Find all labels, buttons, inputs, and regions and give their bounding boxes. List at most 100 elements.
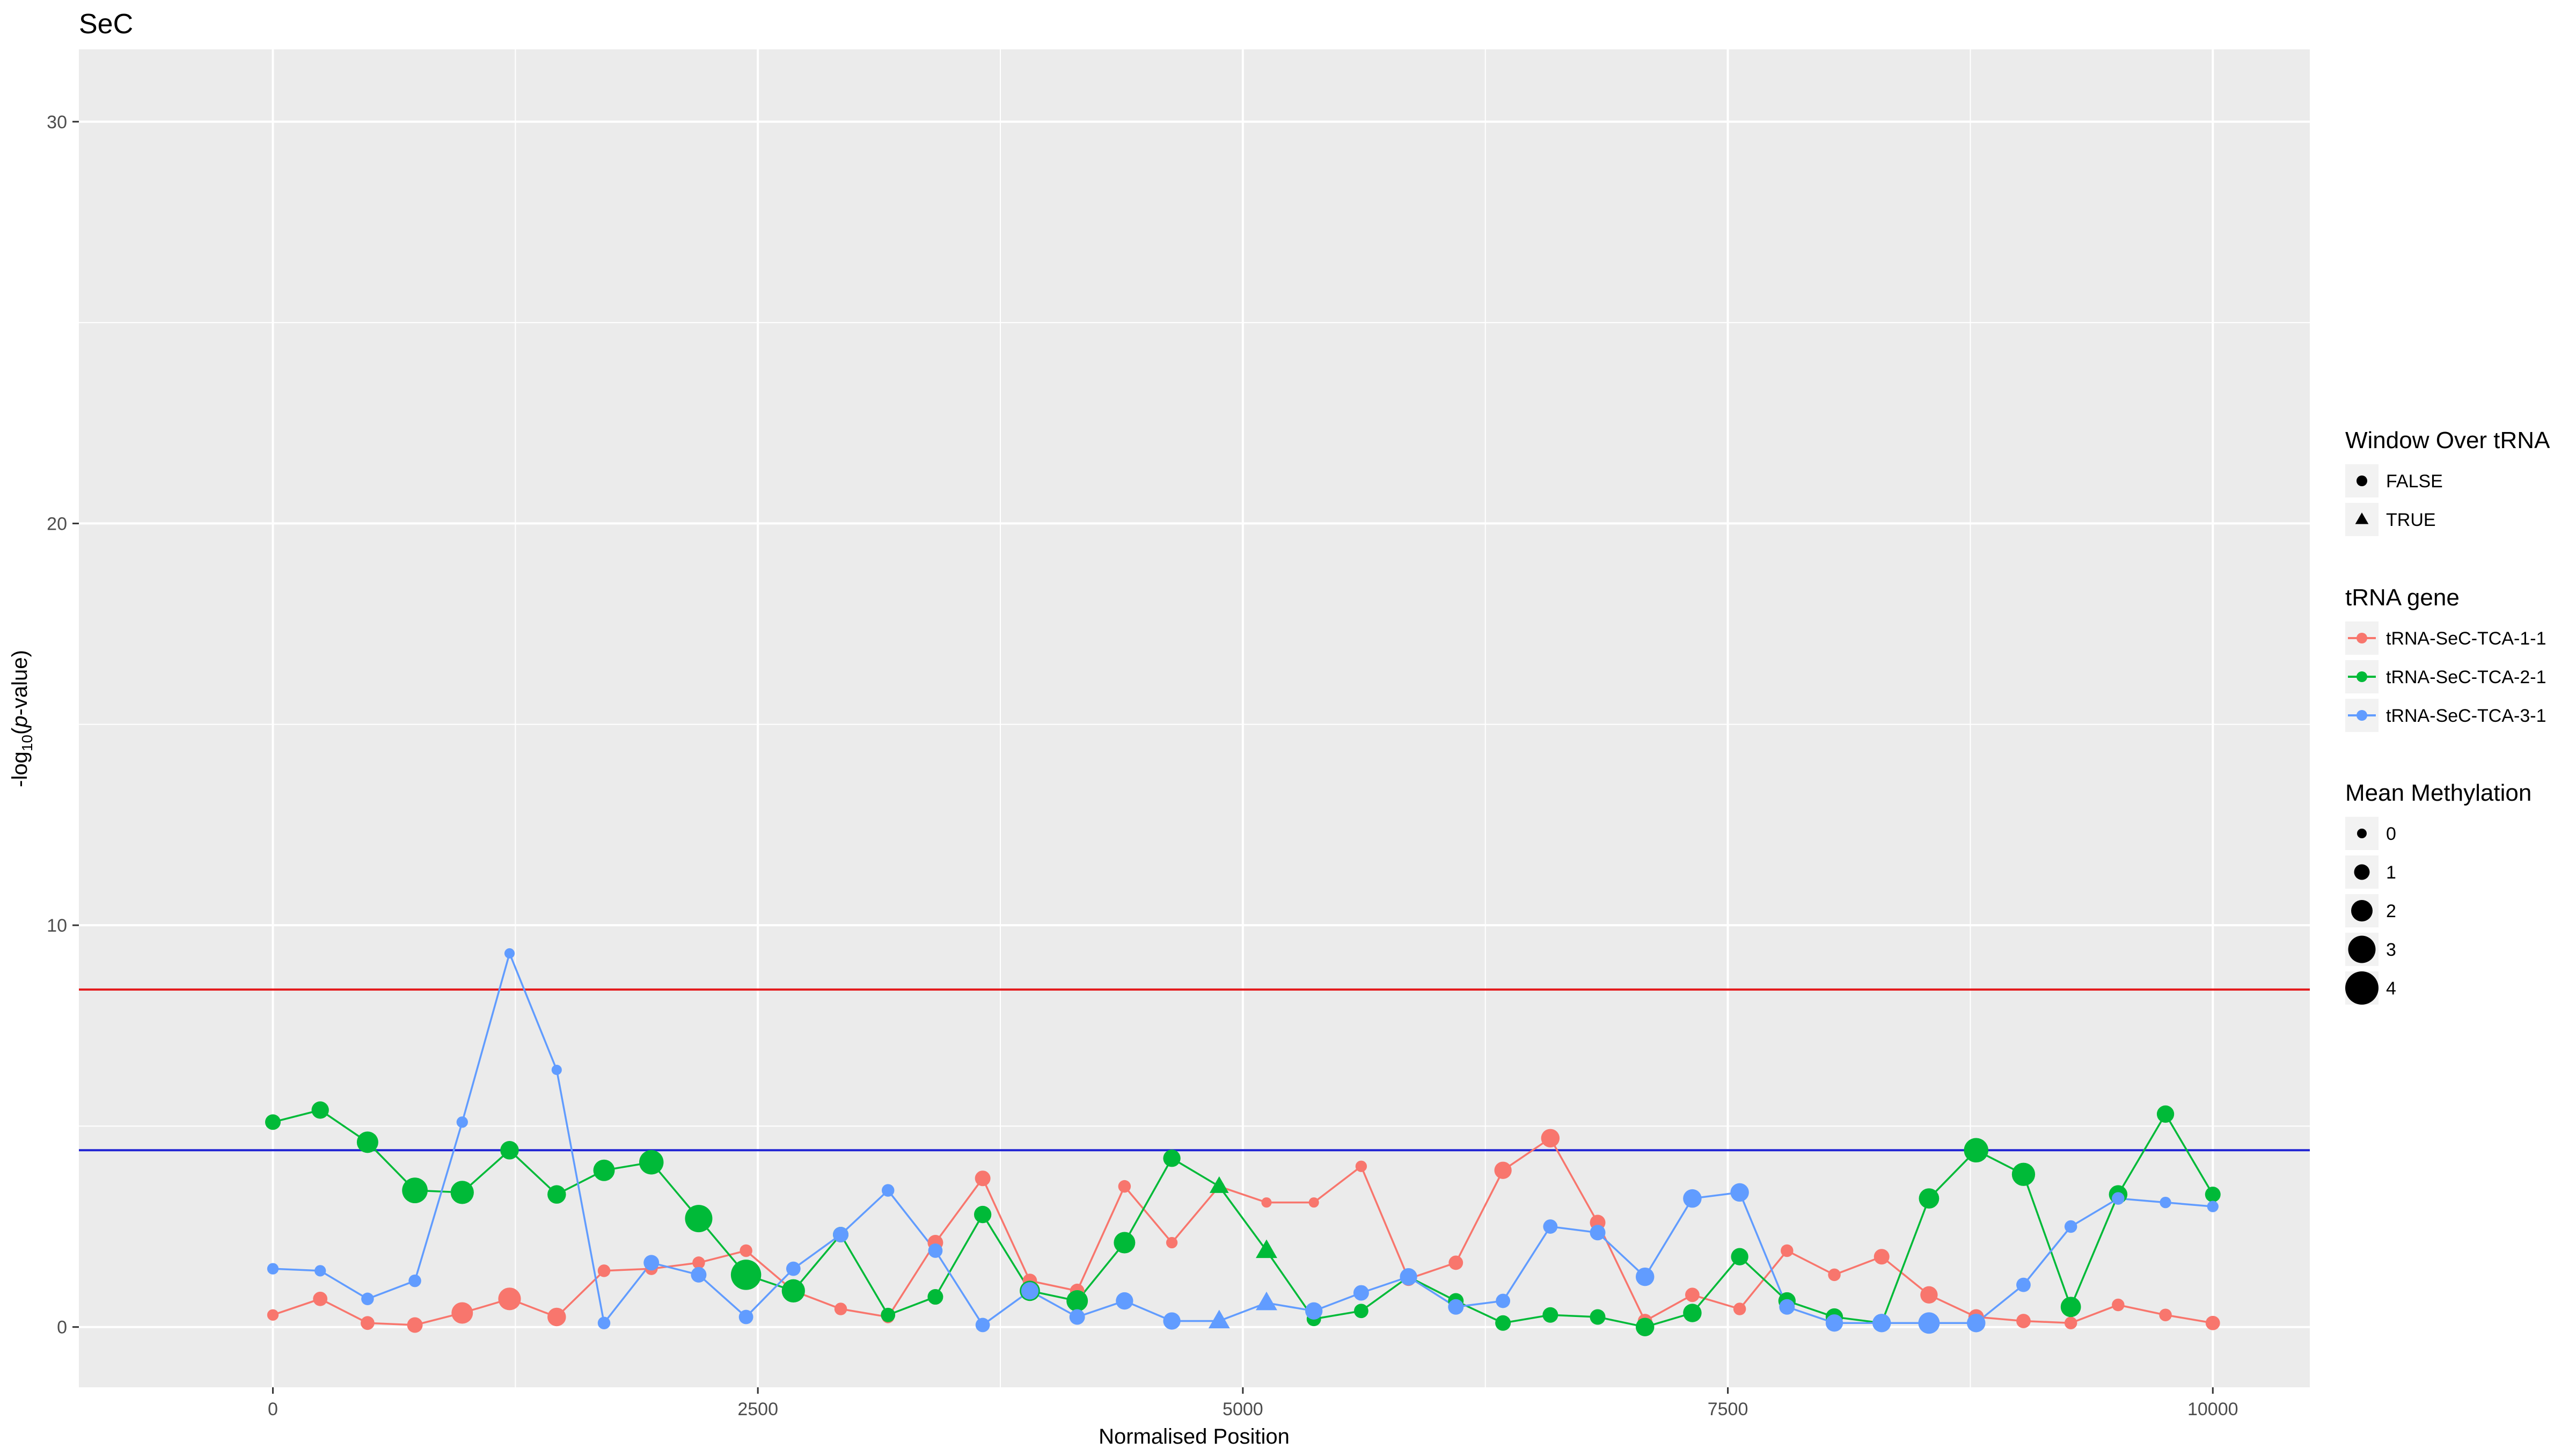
reference-lines xyxy=(79,988,2310,1152)
series-3-point xyxy=(1116,1292,1133,1310)
axis-ticks: 0 2500 5000 7500 10000 0 10 20 30 xyxy=(47,112,2238,1419)
legend-label: tRNA-SeC-TCA-2-1 xyxy=(2386,667,2546,687)
y-tick-label: 10 xyxy=(47,916,67,936)
x-tick-label: 0 xyxy=(268,1399,278,1419)
series-3-point xyxy=(1779,1299,1795,1315)
legend-size-key xyxy=(2351,900,2373,921)
y-axis-title-open-paren: ( xyxy=(8,727,32,735)
series-3-point xyxy=(691,1267,707,1283)
series-3-point xyxy=(1543,1219,1558,1234)
series-1-point xyxy=(313,1291,328,1306)
series-2-point xyxy=(1256,1239,1277,1258)
series-1-point xyxy=(1541,1129,1560,1148)
series-3-point xyxy=(2064,1220,2077,1233)
series-2-point xyxy=(1683,1304,1702,1322)
y-axis-title-rest: -value) xyxy=(8,650,32,715)
y-tick-label: 20 xyxy=(47,514,67,534)
series-3-point xyxy=(1353,1285,1369,1301)
series-3-point xyxy=(833,1227,849,1243)
series-3-point xyxy=(1730,1183,1749,1202)
legend-title-color: tRNA gene xyxy=(2345,584,2460,611)
series-2-point xyxy=(402,1177,428,1204)
series-2-point xyxy=(2205,1187,2221,1203)
series-1-point xyxy=(1920,1286,1938,1304)
series-3-point xyxy=(504,948,515,959)
y-axis-title: -log10(p-value) xyxy=(8,650,35,787)
legend-title-shape: Window Over tRNA xyxy=(2345,427,2550,453)
x-tick-label: 5000 xyxy=(1223,1399,1263,1419)
series-3-point xyxy=(1163,1312,1181,1330)
series-3-point xyxy=(928,1243,943,1258)
series-1-point xyxy=(2159,1308,2172,1321)
series-points xyxy=(265,948,2221,1336)
series-2-point xyxy=(927,1289,943,1305)
series-3-point xyxy=(597,1316,611,1329)
legend-size-key xyxy=(2357,829,2367,838)
series-2-point xyxy=(2011,1162,2036,1186)
series-2-point xyxy=(1964,1138,1989,1163)
series-2-point xyxy=(1163,1150,1181,1167)
series-3-point xyxy=(1635,1267,1655,1286)
x-tick-label: 7500 xyxy=(1708,1399,1748,1419)
legend-size-key xyxy=(2348,935,2376,963)
series-2-point xyxy=(1635,1318,1655,1336)
series-1-point xyxy=(692,1256,705,1269)
legend-label: 4 xyxy=(2386,978,2396,999)
series-3-point xyxy=(1918,1312,1940,1334)
series-2-point xyxy=(1066,1290,1088,1312)
series-3-point xyxy=(2160,1196,2171,1209)
legend-dot-key xyxy=(2357,710,2367,721)
series-3-point xyxy=(881,1184,895,1197)
series-3-point xyxy=(1305,1302,1323,1320)
series-1-point xyxy=(1355,1160,1367,1172)
y-axis-title-log: -log xyxy=(8,751,32,787)
series-2-point xyxy=(1114,1232,1136,1254)
series-2-point xyxy=(781,1279,805,1302)
series-2-point xyxy=(881,1307,896,1322)
series-1-point xyxy=(2205,1315,2220,1330)
series-3-point xyxy=(1683,1189,1702,1208)
series-2-point xyxy=(685,1205,713,1233)
series-1-point xyxy=(267,1309,279,1321)
series-1-point xyxy=(1874,1249,1890,1265)
series-3-point xyxy=(1208,1309,1230,1329)
series-3-point xyxy=(1590,1225,1606,1241)
legend-label: 2 xyxy=(2386,901,2396,921)
series-1-point xyxy=(1166,1236,1178,1249)
series-3-point xyxy=(314,1265,326,1277)
legend-size-key xyxy=(2354,864,2370,880)
series-3-point xyxy=(551,1065,562,1075)
series-3-point xyxy=(2207,1201,2219,1212)
series-2-point xyxy=(311,1101,329,1119)
series-2-point xyxy=(1209,1176,1229,1193)
grid xyxy=(79,49,2310,1387)
series-3-point xyxy=(643,1255,660,1271)
legend-label: 3 xyxy=(2386,940,2396,960)
plot-panel xyxy=(79,49,2310,1387)
series-1-point xyxy=(1448,1255,1463,1270)
series-1-point xyxy=(1733,1302,1746,1315)
legend-label: TRUE xyxy=(2386,510,2436,530)
plot-title: SeC xyxy=(79,9,133,40)
series-2-point xyxy=(356,1131,378,1153)
series-1-point xyxy=(498,1287,521,1311)
series-3-point xyxy=(1872,1313,1891,1333)
series-1-point xyxy=(1118,1180,1131,1193)
series-1-point xyxy=(1828,1268,1841,1282)
legend-label: FALSE xyxy=(2386,471,2443,492)
series-1-point xyxy=(597,1264,611,1277)
y-axis-title-p: p xyxy=(8,715,32,728)
series-2-point xyxy=(1590,1309,1606,1325)
series-2-point xyxy=(2060,1297,2081,1318)
series-3-point xyxy=(1069,1309,1085,1325)
series-2-point xyxy=(2156,1105,2175,1123)
series-2-point xyxy=(974,1205,992,1224)
legend-size-key xyxy=(2345,971,2379,1005)
series-1-point xyxy=(975,1170,991,1187)
legend: Window Over tRNA FALSE TRUE tRNA gene tRNA-S… xyxy=(2345,427,2550,1005)
series-1-point xyxy=(1308,1197,1319,1208)
legend-title-size: Mean Methylation xyxy=(2345,780,2531,806)
series-2-point xyxy=(639,1150,664,1175)
series-3-point xyxy=(1967,1313,1986,1333)
